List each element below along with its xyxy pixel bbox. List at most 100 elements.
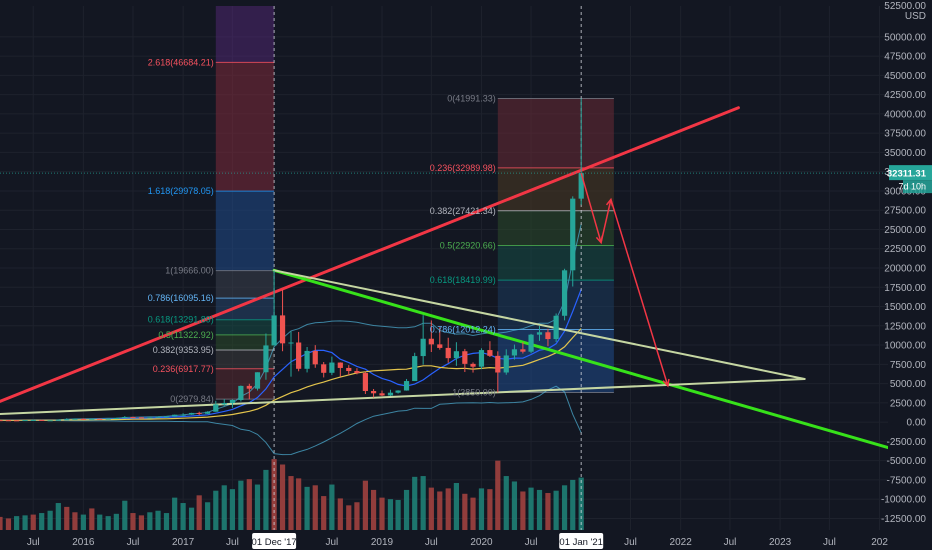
volume-bar: [14, 516, 20, 530]
volume-bar: [478, 488, 485, 530]
volume-bar: [122, 500, 128, 530]
red-resistance-line[interactable]: [0, 106, 740, 403]
y-tick-label: 35000.00: [884, 148, 926, 159]
fib2017-level-label: 0.382(9353.95): [153, 345, 214, 355]
candle-body: [47, 420, 53, 422]
x-tick-label: Jul: [127, 537, 140, 548]
volume-bar: [395, 499, 401, 530]
price-badge: 32311.31 7d 10h: [0, 165, 932, 194]
y-tick-label: 37500.00: [884, 129, 926, 140]
volume-bar: [155, 510, 161, 530]
x-highlight-box[interactable]: [559, 533, 604, 549]
fib2017-level-label: 1.618(29978.05): [148, 186, 214, 196]
candle-body: [453, 351, 459, 359]
candle-body: [22, 420, 28, 422]
volume-bar: [428, 487, 434, 530]
volume-bar: [445, 488, 451, 530]
volume-bar: [511, 481, 518, 530]
fib2017-level-label: 1(19666.00): [165, 266, 214, 276]
triangle-upper-line[interactable]: [273, 269, 806, 380]
candle-body: [180, 414, 186, 416]
volume-bar: [180, 503, 186, 530]
triangle-lower-line[interactable]: [0, 377, 806, 416]
candle-body: [296, 342, 302, 369]
fib2017-zone-band: [215, 350, 275, 369]
projection-arrows[interactable]: [580, 173, 670, 388]
volume-bar: [312, 485, 318, 530]
fib2021-zone-band: [497, 167, 614, 211]
x-highlight-label[interactable]: 01 Jan '21: [559, 537, 603, 548]
fib2017-level-label: 0.5(11322.92): [158, 330, 213, 340]
fib2021-level-label: 1(3850.00): [452, 387, 496, 397]
candle-body: [288, 342, 294, 344]
volume-bar: [437, 491, 443, 530]
candle-body: [561, 270, 568, 316]
price-badge-box: [889, 165, 932, 181]
candle-body: [147, 417, 153, 419]
x-tick-label: Jul: [325, 537, 338, 548]
fib2017-zone-band: [215, 319, 275, 335]
volume-bar: [288, 476, 294, 530]
volume-bar: [188, 507, 195, 530]
price-badge-timer-box: [903, 180, 932, 194]
candle-body: [511, 349, 518, 356]
candle-body: [229, 400, 236, 404]
volume-bar: [370, 489, 377, 530]
projection-segment[interactable]: [610, 199, 669, 387]
volume-bar: [545, 493, 551, 530]
volume-bar: [346, 505, 352, 530]
x-tick-label: 2016: [72, 537, 95, 548]
candle-body: [495, 355, 501, 373]
x-highlight-box[interactable]: [252, 533, 297, 549]
volume-bar: [462, 493, 468, 530]
y-tick-label: 17500.00: [884, 283, 926, 294]
x-tick-label: 2022: [670, 537, 693, 548]
candle-body: [138, 417, 145, 419]
volume-bar: [147, 512, 153, 530]
trend-lines[interactable]: [0, 6, 890, 530]
y-tick-label: 10000.00: [884, 341, 926, 352]
volume-bar: [196, 495, 202, 530]
fib2017-zone-band: [215, 270, 275, 299]
y-axis-top-label: 52500.00: [884, 1, 926, 12]
candle-body: [553, 315, 559, 340]
volume-bar: [22, 515, 28, 530]
candle-body: [503, 355, 509, 373]
candle-body: [105, 418, 111, 420]
projection-arrowhead[interactable]: [662, 378, 670, 388]
volume-bar: [403, 489, 410, 530]
candle-body: [39, 419, 45, 421]
green-support-line[interactable]: [272, 268, 890, 450]
x-axis[interactable]: Jul 2016 Jul 2017 Jul Jul 2019 Jul 2020 Jul Jul 202…: [0, 532, 932, 550]
volume-bar: [221, 485, 227, 530]
projection-segment[interactable]: [580, 173, 602, 243]
volume-bar: [229, 489, 236, 530]
candle-body: [536, 332, 543, 335]
candle-body: [304, 350, 310, 369]
volume-bar: [329, 484, 335, 530]
fib2017-zone-top: [215, 6, 275, 63]
y-tick-label: 15000.00: [884, 302, 926, 313]
projection-segment[interactable]: [600, 199, 612, 243]
candle-body: [578, 173, 584, 199]
fib2017-level-label: 0.618(13291.89): [148, 315, 214, 325]
fib2021-level-label: 0(41991.33): [447, 94, 496, 104]
y-tick-label: 40000.00: [884, 109, 926, 120]
candle-body: [520, 349, 526, 352]
x-tick-label: Jul: [624, 537, 637, 548]
volume-bar: [138, 515, 145, 530]
candle-body: [445, 347, 451, 359]
candle-body: [470, 363, 476, 367]
volume-bar: [495, 460, 501, 530]
volume-bar: [39, 513, 45, 530]
candle-body: [354, 371, 360, 374]
volume-bar: [55, 503, 61, 530]
grid: [0, 6, 888, 530]
volume-bar: [47, 510, 53, 530]
x-highlight-label[interactable]: 01 Dec '17: [252, 537, 297, 548]
volume-bar: [420, 476, 426, 530]
y-tick-label: -7500.00: [887, 475, 927, 486]
